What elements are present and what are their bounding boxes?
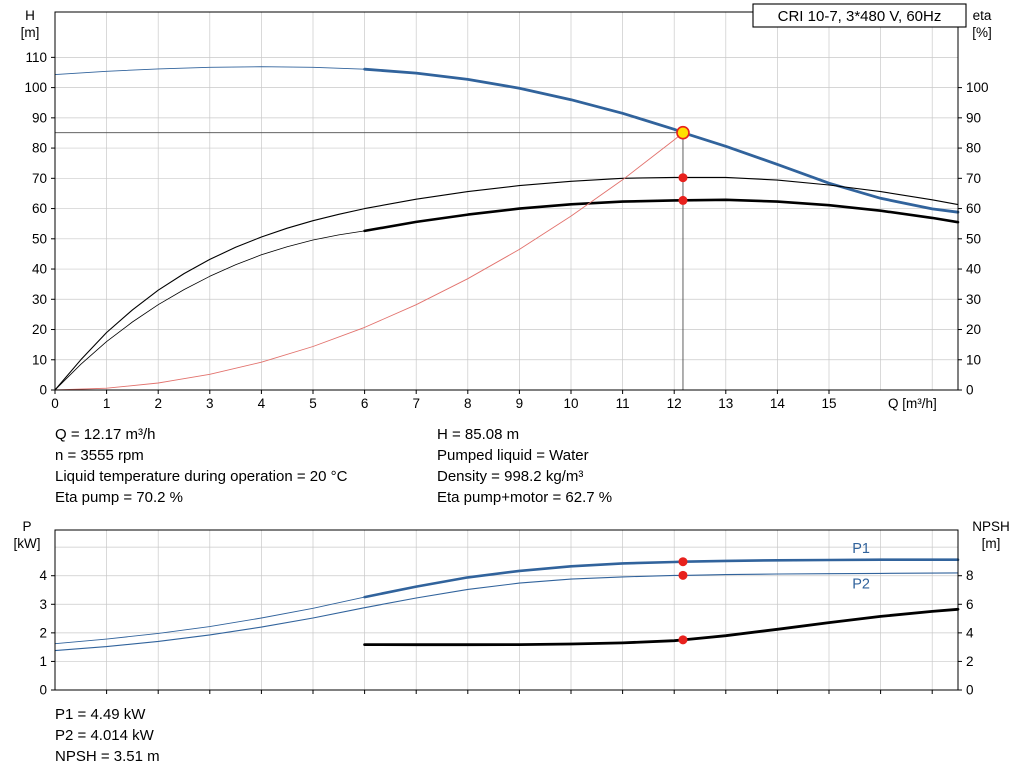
y-left-tick-label: 60 — [32, 201, 47, 216]
curve-system-curve — [54, 132, 684, 391]
series-label-p1: P1 — [852, 541, 870, 557]
gridlines — [55, 12, 958, 390]
y-left-tick-label: 1 — [39, 654, 47, 669]
y-right-tick-label: 60 — [966, 201, 981, 216]
x-tick-label: 1 — [103, 396, 111, 411]
x-tick-label: 13 — [718, 396, 733, 411]
y-left-tick-label: 3 — [39, 597, 47, 612]
duty-info-left-column: Q = 12.17 m³/h n = 3555 rpm Liquid tempe… — [55, 424, 347, 508]
y-right-tick-label: 80 — [966, 141, 981, 156]
y-left-tick-label: 40 — [32, 262, 47, 277]
y-right-tick-label: 0 — [966, 383, 974, 398]
plot-frame — [54, 11, 959, 391]
info-line-eta-pump-motor: Eta pump+motor = 62.7 % — [437, 489, 613, 506]
y-right-tick-label: 0 — [966, 683, 974, 698]
info-line-speed: n = 3555 rpm — [55, 447, 144, 464]
plot-frame — [54, 529, 959, 691]
y-left-axis-label: [m] — [21, 25, 40, 40]
curve-head-curve — [54, 66, 960, 214]
x-tick-label: 2 — [154, 396, 162, 411]
duty-info-right-column: H = 85.08 m Pumped liquid = Water Densit… — [437, 424, 612, 508]
x-tick-label: 11 — [616, 396, 630, 411]
y-right-tick-label: 6 — [966, 597, 974, 612]
y-left-tick-label: 100 — [24, 80, 47, 95]
y-right-tick-label: 2 — [966, 654, 974, 669]
series-label-p2: P2 — [852, 577, 870, 593]
info-line-eta-pump: Eta pump = 70.2 % — [55, 489, 183, 506]
axis-ticks — [51, 575, 962, 694]
y-right-tick-label: 40 — [966, 262, 981, 277]
y-right-axis-label: eta — [973, 8, 992, 23]
y-left-tick-label: 50 — [32, 231, 47, 246]
x-tick-label: 0 — [51, 396, 59, 411]
y-left-tick-label: 0 — [39, 383, 47, 398]
eta-pump-point — [678, 173, 688, 183]
y-right-tick-label: 90 — [966, 110, 981, 125]
curve-eta-pump-motor — [54, 198, 960, 391]
operating-point-marker[interactable] — [676, 125, 690, 140]
y-right-tick-label: 50 — [966, 231, 981, 246]
eta-pump-motor-point — [678, 195, 688, 205]
x-tick-label: 7 — [412, 396, 420, 411]
y-left-tick-label: 10 — [32, 352, 47, 367]
y-right-axis-label: [m] — [982, 536, 1001, 551]
y-right-tick-label: 20 — [966, 322, 981, 337]
info-line-p2: P2 = 4.014 kW — [55, 727, 154, 744]
y-right-tick-label: 10 — [966, 352, 981, 367]
hq-eta-chart: 0 1 2 3 4 5 6 7 8 9 10 11 12 13 14 15010203040506070809… — [21, 3, 992, 411]
gridlines — [55, 530, 958, 690]
axis-ticks — [51, 56, 962, 394]
y-left-tick-label: 80 — [32, 141, 47, 156]
y-left-axis-label: P — [22, 519, 31, 534]
x-tick-label: 9 — [516, 396, 524, 411]
y-right-axis-label: [%] — [972, 25, 992, 40]
npsh-point — [678, 635, 688, 645]
info-line-density: Density = 998.2 kg/m³ — [437, 468, 584, 485]
y-right-tick-label: 4 — [966, 625, 974, 640]
info-line-liquid: Pumped liquid = Water — [437, 447, 589, 464]
curve-p2-curve — [54, 572, 959, 652]
x-tick-label: 8 — [464, 396, 472, 411]
y-left-tick-label: 20 — [32, 322, 47, 337]
x-tick-label: 6 — [361, 396, 369, 411]
info-line-npsh: NPSH = 3.51 m — [55, 748, 160, 765]
curve-p1-curve — [54, 558, 960, 645]
y-left-tick-label: 2 — [39, 625, 47, 640]
y-left-tick-label: 0 — [39, 683, 47, 698]
x-tick-label: 10 — [563, 396, 578, 411]
y-left-axis-label: [kW] — [14, 536, 41, 551]
y-left-tick-label: 4 — [39, 568, 47, 583]
y-left-axis-label: H — [25, 8, 35, 23]
x-tick-label: 5 — [309, 396, 317, 411]
y-right-tick-label: 30 — [966, 292, 981, 307]
x-axis-label: Q [m³/h] — [888, 396, 937, 411]
x-tick-label: 15 — [821, 396, 836, 411]
info-line-p1: P1 = 4.49 kW — [55, 706, 146, 723]
curve-npsh-curve — [363, 607, 960, 647]
y-left-tick-label: 30 — [32, 292, 47, 307]
x-tick-label: 14 — [770, 396, 786, 411]
y-left-tick-label: 70 — [32, 171, 47, 186]
x-tick-label: 4 — [258, 396, 266, 411]
info-line-temperature: Liquid temperature during operation = 20… — [55, 468, 348, 485]
p1-point — [678, 557, 688, 567]
y-left-tick-label: 90 — [32, 110, 47, 125]
x-tick-label: 3 — [206, 396, 214, 411]
chart-title: CRI 10-7, 3*480 V, 60Hz — [778, 8, 942, 25]
curve-eta-pump — [54, 176, 959, 391]
info-line-head: H = 85.08 m — [437, 426, 520, 443]
chart-title-box — [752, 3, 967, 28]
y-right-tick-label: 100 — [966, 80, 989, 95]
power-npsh-chart: 0 1 2 3 4 0 2 4 6 8 P [kW] NPSH [m] P1 P2 — [14, 519, 1010, 698]
x-tick-label: 12 — [667, 396, 682, 411]
y-right-tick-label: 8 — [966, 568, 974, 583]
y-left-tick-label: 110 — [25, 50, 47, 65]
y-right-axis-label: NPSH — [972, 519, 1010, 534]
power-info-column: P1 = 4.49 kW P2 = 4.014 kW NPSH = 3.51 m — [55, 704, 160, 767]
p2-point — [678, 570, 688, 580]
y-right-tick-label: 70 — [966, 171, 981, 186]
info-line-q: Q = 12.17 m³/h — [55, 426, 156, 443]
